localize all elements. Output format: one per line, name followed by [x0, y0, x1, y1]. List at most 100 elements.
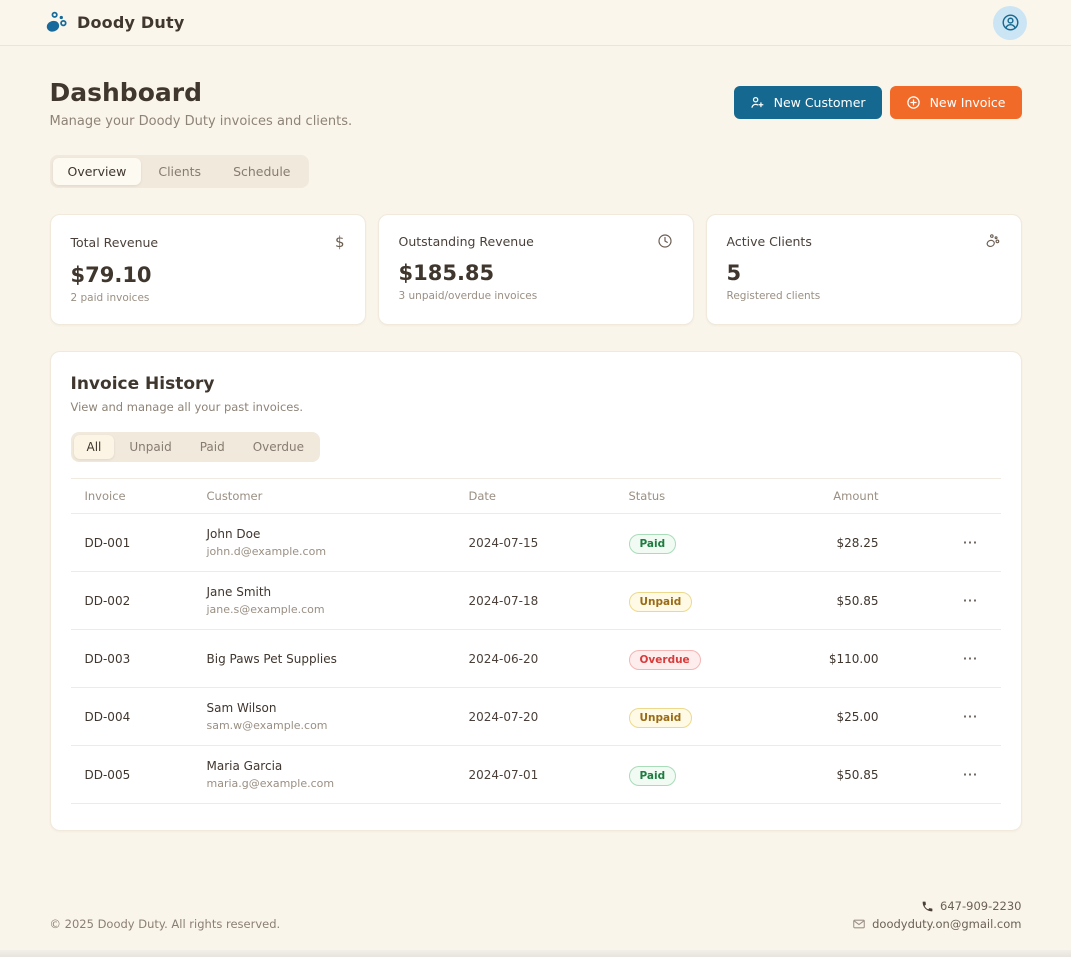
filter-all[interactable]: All — [73, 435, 115, 459]
invoice-amount: $50.85 — [836, 593, 879, 608]
invoice-id: DD-003 — [84, 651, 131, 666]
invoice-date: 2024-07-20 — [468, 709, 539, 724]
row-actions-button[interactable]: ⋯ — [961, 763, 981, 786]
col-header-customer: Customer — [206, 489, 263, 503]
invoice-history-card: Invoice History View and manage all your… — [49, 351, 1022, 831]
stat-card-active-clients: Active Clients 5 Registered clients — [705, 214, 1022, 325]
customer-name: Sam Wilson — [206, 701, 277, 715]
invoice-history-title: Invoice History — [70, 374, 215, 394]
stat-label: Active Clients — [726, 233, 812, 249]
invoice-date: 2024-06-20 — [468, 651, 539, 666]
table-row: DD-004 Sam Wilson sam.w@example.com 2024… — [70, 688, 1001, 746]
customer-email: jane.s@example.com — [206, 603, 325, 616]
invoice-id: DD-005 — [84, 767, 131, 782]
tab-overview[interactable]: Overview — [52, 158, 142, 185]
user-plus-icon — [750, 95, 765, 110]
row-actions-button[interactable]: ⋯ — [961, 531, 981, 554]
paw-logo-icon — [44, 10, 69, 35]
row-actions-button[interactable]: ⋯ — [961, 647, 981, 670]
status-badge: Paid — [628, 533, 677, 554]
page-subtitle: Manage your Doody Duty invoices and clie… — [49, 114, 353, 129]
stat-card-outstanding-revenue: Outstanding Revenue $185.85 3 unpaid/ove… — [377, 214, 694, 325]
table-row: DD-001 John Doe john.d@example.com 2024-… — [70, 514, 1001, 572]
table-header-row: Invoice Customer Date Status Amount — [70, 478, 1001, 514]
ellipsis-icon: ⋯ — [962, 534, 979, 551]
customer-name: John Doe — [206, 527, 261, 541]
footer-phone: 647-909-2230 — [940, 899, 1022, 913]
new-invoice-button[interactable]: New Invoice — [889, 86, 1022, 119]
invoice-history-subtitle: View and manage all your past invoices. — [70, 400, 304, 414]
dollar-icon: $ — [334, 233, 345, 251]
top-bar: Doody Duty — [0, 0, 1071, 46]
filter-paid[interactable]: Paid — [187, 435, 238, 459]
stat-value: $79.10 — [70, 263, 152, 287]
invoice-amount: $50.85 — [836, 767, 879, 782]
col-header-status: Status — [628, 489, 666, 503]
page-header: Dashboard Manage your Doody Duty invoice… — [50, 78, 1022, 129]
stat-card-total-revenue: Total Revenue $ $79.10 2 paid invoices — [49, 214, 366, 325]
invoice-amount: $25.00 — [836, 709, 879, 724]
brand-logo[interactable]: Doody Duty — [44, 10, 184, 35]
table-row: DD-005 Maria Garcia maria.g@example.com … — [70, 746, 1001, 804]
account-avatar-button[interactable] — [993, 5, 1027, 40]
status-badge: Unpaid — [628, 591, 693, 612]
new-customer-button[interactable]: New Customer — [733, 86, 882, 119]
customer-name: Jane Smith — [206, 585, 272, 599]
invoice-filter-bar: All Unpaid Paid Overdue — [70, 432, 320, 462]
row-actions-button[interactable]: ⋯ — [961, 589, 981, 612]
invoice-amount: $28.25 — [836, 535, 879, 550]
col-header-amount: Amount — [833, 489, 879, 503]
user-circle-icon — [1001, 13, 1020, 32]
customer-email: john.d@example.com — [206, 545, 327, 558]
invoice-table: Invoice Customer Date Status Amount DD-0… — [70, 478, 1001, 804]
stat-subtext: 3 unpaid/overdue invoices — [398, 290, 538, 302]
table-row: DD-002 Jane Smith jane.s@example.com 202… — [70, 572, 1001, 630]
stat-value: 5 — [726, 261, 742, 285]
bottom-edge-strip — [0, 950, 1071, 957]
stat-subtext: 2 paid invoices — [70, 292, 150, 304]
envelope-icon — [852, 917, 866, 931]
stat-cards: Total Revenue $ $79.10 2 paid invoices O… — [49, 214, 1022, 325]
ellipsis-icon: ⋯ — [962, 708, 979, 725]
plus-circle-icon — [906, 95, 921, 110]
ellipsis-icon: ⋯ — [962, 766, 979, 783]
filter-overdue[interactable]: Overdue — [240, 435, 317, 459]
table-row: DD-003 Big Paws Pet Supplies 2024-06-20 … — [70, 630, 1001, 688]
status-badge: Overdue — [628, 649, 701, 670]
stat-value: $185.85 — [398, 261, 495, 285]
page-title: Dashboard — [49, 78, 202, 107]
row-actions-button[interactable]: ⋯ — [961, 705, 981, 728]
invoice-id: DD-002 — [84, 593, 131, 608]
tab-schedule[interactable]: Schedule — [218, 158, 305, 185]
customer-name: Big Paws Pet Supplies — [206, 651, 337, 666]
ellipsis-icon: ⋯ — [962, 592, 979, 609]
main-content: Dashboard Manage your Doody Duty invoice… — [49, 78, 1022, 831]
invoice-id: DD-001 — [84, 535, 131, 550]
stat-label: Outstanding Revenue — [398, 233, 534, 249]
customer-email: sam.w@example.com — [206, 719, 328, 732]
col-header-date: Date — [468, 489, 497, 503]
status-badge: Unpaid — [628, 707, 693, 728]
stat-subtext: Registered clients — [726, 290, 821, 302]
phone-icon — [921, 900, 934, 913]
status-badge: Paid — [628, 765, 677, 786]
paw-icon — [985, 233, 1001, 249]
customer-name: Maria Garcia — [206, 759, 283, 773]
tab-clients[interactable]: Clients — [143, 158, 216, 185]
customer-email: maria.g@example.com — [206, 777, 335, 790]
page-footer: © 2025 Doody Duty. All rights reserved. … — [50, 895, 1022, 957]
filter-unpaid[interactable]: Unpaid — [116, 435, 184, 459]
invoice-date: 2024-07-01 — [468, 767, 539, 782]
invoice-date: 2024-07-15 — [468, 535, 539, 550]
col-header-invoice: Invoice — [84, 489, 126, 503]
invoice-date: 2024-07-18 — [468, 593, 539, 608]
invoice-id: DD-004 — [84, 709, 131, 724]
invoice-amount: $110.00 — [828, 651, 879, 666]
ellipsis-icon: ⋯ — [962, 650, 979, 667]
footer-email[interactable]: doodyduty.on@gmail.com — [872, 917, 1022, 931]
stat-label: Total Revenue — [70, 234, 159, 250]
clock-icon — [657, 233, 673, 249]
brand-name: Doody Duty — [77, 13, 185, 32]
copyright-text: © 2025 Doody Duty. All rights reserved. — [49, 917, 281, 931]
main-tab-bar: Overview Clients Schedule — [49, 155, 309, 188]
